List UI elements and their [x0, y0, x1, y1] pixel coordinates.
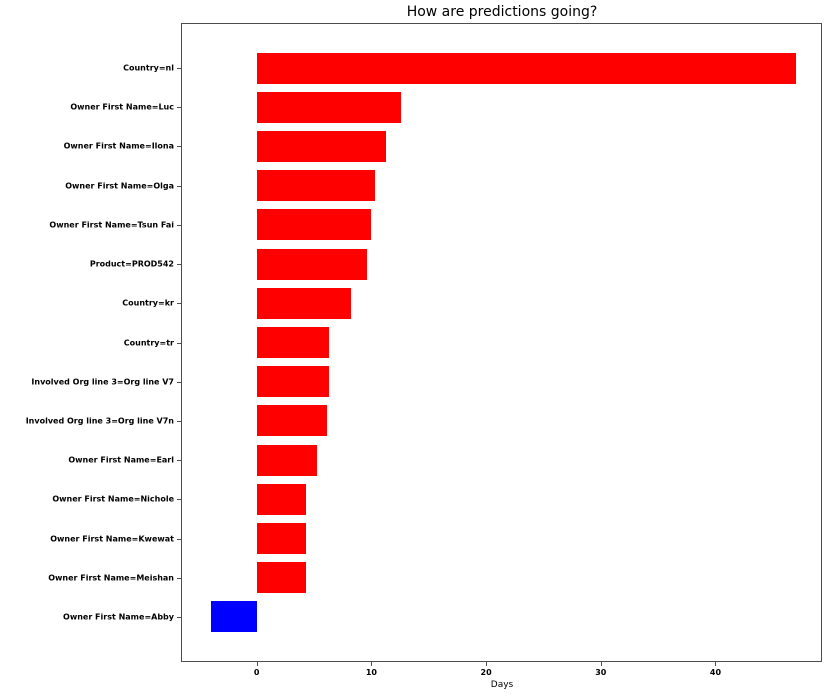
y-tick-mark: [177, 303, 181, 305]
x-tick-label: 40: [709, 668, 722, 677]
y-tick-mark: [177, 538, 181, 540]
y-tick-mark: [177, 107, 181, 109]
chart-title: How are predictions going?: [406, 4, 598, 20]
x-tick-mark: [371, 662, 373, 666]
y-tick-label: Owner First Name=Nichole: [52, 494, 174, 504]
x-tick-mark: [715, 662, 717, 666]
x-tick-mark: [256, 662, 258, 666]
bar-owner-first-name-olga: [256, 170, 375, 202]
y-tick-mark: [177, 381, 181, 383]
y-tick-label: Owner First Name=Olga: [65, 181, 174, 191]
y-tick-label: Product=PROD542: [89, 259, 174, 269]
bar-country-tr: [256, 327, 329, 358]
x-tick-mark: [600, 662, 602, 666]
y-tick-mark: [177, 68, 181, 69]
y-tick-mark: [177, 577, 181, 579]
y-tick-mark: [177, 146, 181, 148]
y-tick-label: Country=kr: [122, 298, 174, 308]
bar-owner-first-name-ilona: [256, 130, 387, 162]
y-tick-label: Country=tr: [123, 338, 174, 347]
bar-owner-first-name-nichole: [256, 483, 306, 515]
y-tick-mark: [177, 499, 181, 501]
y-tick-label: Owner First Name=Tsun Fai: [49, 220, 174, 230]
y-tick-label: Owner First Name=Abby: [63, 612, 174, 622]
x-axis-title: Days: [490, 680, 514, 690]
bar-owner-first-name-luc: [256, 91, 402, 123]
bar-owner-first-name-kwewat: [256, 523, 306, 555]
y-tick-mark: [177, 264, 181, 266]
bar-involved-org-line-3-org-line-v7n: [256, 405, 327, 437]
y-tick-label: Owner First Name=Meishan: [48, 573, 174, 583]
bar-involved-org-line-3-org-line-v7: [256, 366, 329, 398]
bar-owner-first-name-earl: [256, 444, 318, 476]
x-tick-label: 0: [253, 668, 260, 677]
y-tick-label: Owner First Name=Luc: [70, 102, 174, 112]
y-tick-mark: [177, 460, 181, 462]
y-tick-mark: [177, 616, 181, 618]
bar-country-nl: [256, 52, 796, 84]
y-tick-label: Owner First Name=Ilona: [63, 141, 174, 151]
plot-area: [181, 23, 822, 662]
y-tick-mark: [177, 185, 181, 187]
x-tick-label: 30: [595, 668, 607, 677]
bar-product-prod542: [256, 248, 367, 280]
y-tick-label: Involved Org line 3=Org line V7n: [25, 416, 174, 426]
x-tick-label: 10: [365, 668, 377, 677]
bar-owner-first-name-tsun-fai: [256, 209, 372, 241]
y-tick-label: Involved Org line 3=Org line V7: [31, 377, 174, 387]
bar-owner-first-name-abby: [210, 601, 257, 633]
y-tick-mark: [177, 342, 181, 344]
y-tick-label: Owner First Name=Kwewat: [50, 534, 174, 544]
y-tick-mark: [177, 420, 181, 422]
x-tick-label: 20: [480, 668, 492, 677]
y-tick-label: Country=nl: [123, 63, 174, 73]
x-tick-mark: [486, 662, 488, 666]
bar-owner-first-name-meishan: [256, 562, 306, 594]
y-tick-mark: [177, 224, 181, 226]
y-tick-label: Owner First Name=Earl: [68, 455, 174, 465]
bar-country-kr: [256, 287, 351, 319]
